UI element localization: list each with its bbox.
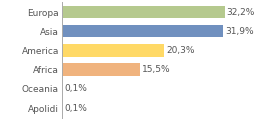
Text: 32,2%: 32,2% — [227, 8, 255, 17]
Text: 31,9%: 31,9% — [225, 27, 254, 36]
Text: 15,5%: 15,5% — [142, 65, 171, 74]
Text: 20,3%: 20,3% — [167, 46, 195, 55]
Bar — [62, 6, 225, 18]
Text: 0,1%: 0,1% — [64, 84, 87, 93]
Bar — [62, 44, 164, 57]
Text: 0,1%: 0,1% — [64, 103, 87, 113]
Bar — [62, 63, 140, 76]
Bar — [62, 25, 223, 37]
